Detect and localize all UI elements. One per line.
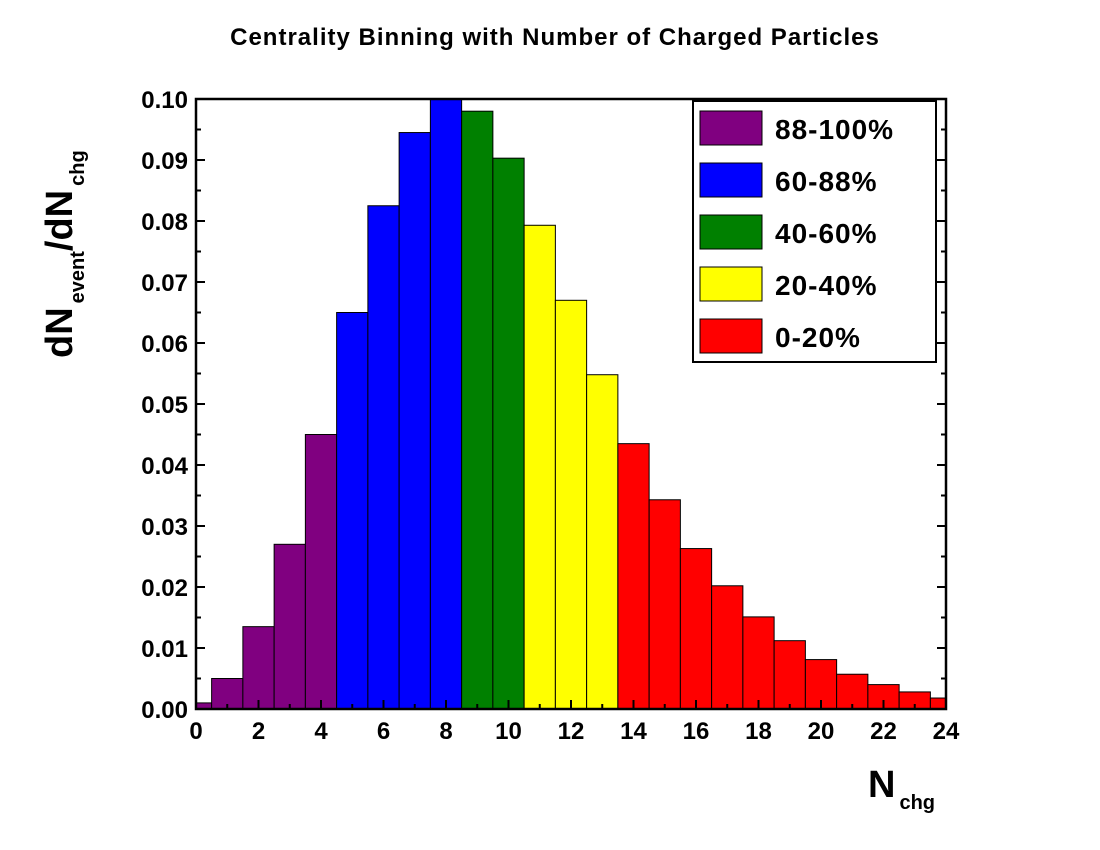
bar xyxy=(742,616,775,709)
bar xyxy=(648,499,681,709)
legend-swatch xyxy=(699,318,763,354)
legend-swatch xyxy=(699,266,763,302)
y-tick-label: 0.07 xyxy=(141,270,188,297)
bar xyxy=(836,673,869,709)
x-tick-label: 12 xyxy=(558,718,585,745)
legend-label: 20-40% xyxy=(775,270,878,301)
bar xyxy=(929,697,946,709)
x-tick-label: 4 xyxy=(314,718,328,745)
bar xyxy=(398,132,431,709)
x-tick-label: 16 xyxy=(683,718,710,745)
y-tick-label: 0.02 xyxy=(141,575,188,602)
chart-title: Centrality Binning with Number of Charge… xyxy=(230,24,880,51)
x-tick-label: 6 xyxy=(377,718,390,745)
y-axis-label: dN event/dN chg xyxy=(39,150,89,358)
y-tick-label: 0.10 xyxy=(141,87,188,114)
y-tick-label: 0.06 xyxy=(141,331,188,358)
y-axis-label-part: dN xyxy=(39,307,81,358)
legend-label: 60-88% xyxy=(775,166,878,197)
y-axis-label-part: /dN xyxy=(39,190,81,251)
x-tick-label: 2 xyxy=(252,718,265,745)
bar xyxy=(679,548,713,709)
legend-swatch xyxy=(699,214,763,250)
bars xyxy=(196,99,946,709)
legend-swatch xyxy=(699,110,763,146)
legend-label: 88-100% xyxy=(775,114,894,145)
x-tick-label: 24 xyxy=(933,718,960,745)
legend-swatch xyxy=(699,162,763,198)
x-tick-label: 20 xyxy=(808,718,835,745)
y-tick-label: 0.01 xyxy=(141,636,188,663)
x-tick-label: 8 xyxy=(439,718,452,745)
bar xyxy=(492,157,525,709)
x-tick-label: 10 xyxy=(495,718,522,745)
x-tick-label: 22 xyxy=(870,718,897,745)
x-tick-label: 0 xyxy=(189,718,202,745)
bar xyxy=(273,543,306,709)
bar xyxy=(586,374,619,709)
y-tick-label: 0.04 xyxy=(141,453,188,480)
x-axis-label-part: chg xyxy=(899,792,935,814)
bar xyxy=(773,640,806,709)
x-axis-label-part: N xyxy=(868,764,895,806)
y-tick-label: 0.05 xyxy=(141,392,188,419)
bar xyxy=(554,299,588,709)
bar xyxy=(242,626,275,709)
bar xyxy=(461,110,494,709)
y-tick-label: 0.09 xyxy=(141,148,188,175)
y-axis-label-part: event xyxy=(67,251,89,304)
bar xyxy=(367,205,400,709)
y-tick-label: 0.03 xyxy=(141,514,188,541)
y-tick-label: 0.08 xyxy=(141,209,188,236)
y-tick-label: 0.00 xyxy=(141,697,188,724)
bar xyxy=(304,434,338,709)
bar xyxy=(617,443,650,709)
bar xyxy=(429,99,463,709)
x-tick-label: 18 xyxy=(745,718,772,745)
bar xyxy=(336,312,369,709)
x-tick-label: 14 xyxy=(620,718,647,745)
legend-label: 0-20% xyxy=(775,322,861,353)
y-axis-label-part: chg xyxy=(67,150,89,186)
legend-label: 40-60% xyxy=(775,218,878,249)
bar xyxy=(523,224,556,709)
bar xyxy=(711,585,744,709)
